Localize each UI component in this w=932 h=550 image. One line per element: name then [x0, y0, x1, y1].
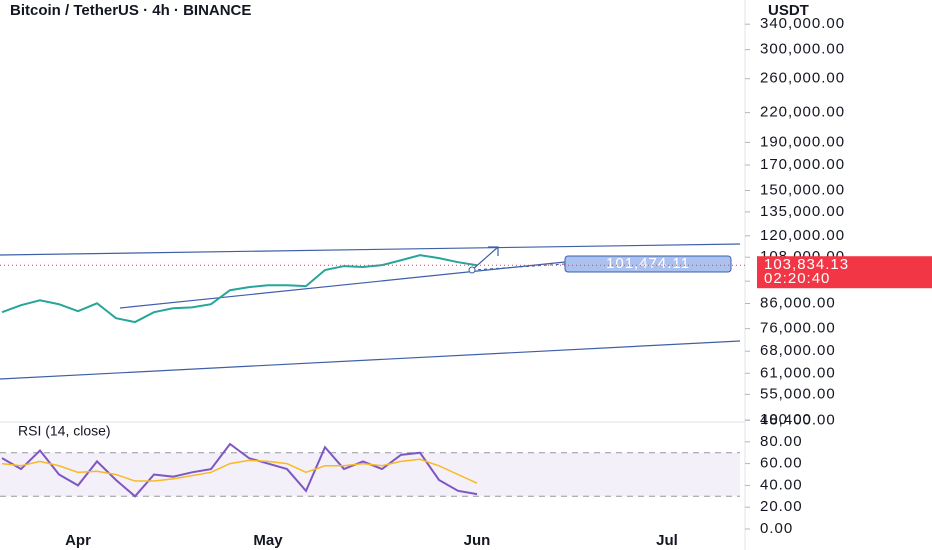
- y-tick-label: 86,000.00: [760, 294, 836, 311]
- price-tag: [757, 256, 932, 289]
- annotation-box: [564, 255, 732, 273]
- arrow: [471, 246, 499, 271]
- y-tick-label: 260,000.00: [760, 70, 845, 87]
- trendline: [119, 261, 566, 309]
- y-tick-label: 20.00: [760, 498, 803, 515]
- y-tick-label: 150,000.00: [760, 181, 845, 198]
- y-tick-label: 68,000.00: [760, 342, 836, 359]
- y-tick-label: 220,000.00: [760, 104, 845, 121]
- x-tick-label: Jun: [464, 532, 491, 549]
- x-tick-label: Apr: [65, 532, 91, 549]
- y-tick-label: 55,000.00: [760, 385, 836, 402]
- y-tick-label: 76,000.00: [760, 320, 836, 337]
- anchor: [468, 266, 476, 274]
- annotation: 101,474.11: [606, 255, 690, 272]
- y-tick-label: 170,000.00: [760, 156, 845, 173]
- y-tick-label: 40.00: [760, 476, 803, 493]
- y-tick-label: 80.00: [760, 433, 803, 450]
- y-tick-label: 120,000.00: [760, 227, 845, 244]
- y-tick-label: 60.00: [760, 455, 803, 472]
- series-line: [1, 442, 478, 498]
- rsi-title: RSI (14, close): [18, 423, 111, 439]
- series-line: [1, 254, 478, 324]
- currency: USDT: [768, 2, 809, 19]
- y-tick-label: 340,000.00: [760, 15, 845, 32]
- trendline: [0, 340, 741, 380]
- y-tick-label: 135,000.00: [760, 203, 845, 220]
- last-price: 103,834.13: [764, 256, 849, 273]
- y-tick-label: 190,000.00: [760, 133, 845, 150]
- y-tick-label: 48,400.00: [760, 411, 836, 428]
- y-tick-label: 100.00: [760, 411, 812, 428]
- x-tick-label: Jul: [656, 532, 678, 549]
- y-tick-label: 0.00: [760, 520, 793, 537]
- y-tick-label: 300,000.00: [760, 41, 845, 58]
- y-tick-label: 61,000.00: [760, 364, 836, 381]
- countdown: 02:20:40: [764, 270, 830, 287]
- rsi-band: [0, 452, 740, 497]
- x-tick-label: May: [253, 532, 283, 549]
- trendline: [0, 243, 741, 256]
- chart-title: Bitcoin / TetherUS · 4h · BINANCE: [10, 2, 251, 19]
- series-line: [1, 458, 478, 484]
